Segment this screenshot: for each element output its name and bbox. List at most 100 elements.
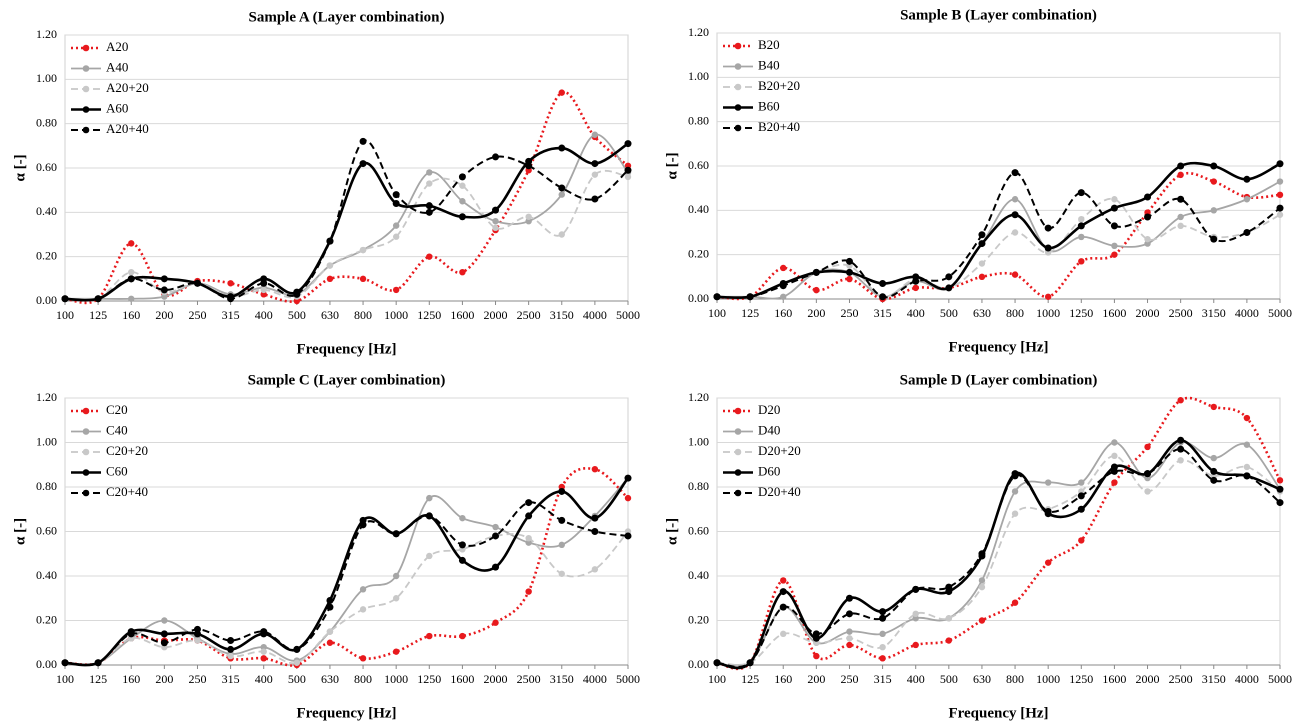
x-tick-label: 2500 [517,672,541,686]
data-point [1011,488,1019,495]
data-point [326,237,334,245]
data-point [193,279,201,287]
x-tick-label: 200 [155,308,173,322]
legend-label: B40 [758,57,780,72]
data-point [1110,467,1118,475]
data-point [912,610,919,618]
legend-marker [734,448,742,456]
data-point [978,273,986,281]
data-point [525,499,533,507]
data-point [879,644,886,651]
data-point [359,275,367,283]
data-point [1144,443,1151,451]
data-point [1077,222,1085,230]
y-tick-label: 1.00 [36,71,57,85]
data-point [558,570,565,577]
data-point [525,534,532,542]
x-tick-label: 4000 [1235,672,1259,686]
x-tick-label: 250 [840,306,858,320]
legend-label: D60 [758,463,780,478]
chart: 0.00 0.20 0.40 0.60 0.80 1.00 1.20 100 125 160 200… [12,9,640,357]
chart: 0.00 0.20 0.40 0.60 0.80 1.00 1.20 100 125 160 200… [664,7,1292,355]
data-point [160,286,168,294]
data-point [160,630,168,638]
data-point [425,208,433,216]
legend-label: A40 [106,59,128,74]
x-tick-label: 250 [840,672,858,686]
data-point [1243,196,1251,203]
x-tick-label: 500 [288,308,306,322]
data-point [1177,457,1184,464]
x-tick-label: 250 [188,672,206,686]
data-point [525,218,532,225]
legend-marker [82,428,90,435]
legend-label: C20 [106,402,128,417]
x-axis-label: Frequency [Hz] [948,705,1048,721]
x-tick-label: 3150 [550,672,574,686]
data-point [1044,293,1052,300]
y-tick-label: 0.60 [688,158,709,172]
data-point [392,648,400,655]
x-tick-label: 125 [89,308,107,322]
x-tick-label: 1000 [1036,306,1060,320]
data-point [1243,414,1251,422]
data-point [1044,244,1052,252]
x-tick-label: 125 [89,672,107,686]
data-point [1276,477,1284,484]
data-point [293,645,301,653]
data-point [392,572,400,580]
data-point [912,585,920,593]
x-axis-label: Frequency [Hz] [948,339,1048,355]
series-line [64,530,629,666]
data-point [1144,193,1152,201]
data-point [558,191,565,198]
data-point [492,532,500,540]
y-tick-label: 1.20 [36,390,57,404]
data-point [624,494,632,502]
data-point [945,284,953,292]
data-point [1144,235,1151,243]
x-tick-label: 1600 [1102,306,1126,320]
data-point [94,295,102,303]
data-point [1011,229,1019,236]
data-point [426,180,433,187]
data-point [1011,271,1019,278]
data-point [94,659,102,667]
data-point [359,655,367,662]
data-point [227,295,235,303]
legend-label: C40 [106,422,128,437]
data-point [879,279,887,287]
data-point [591,514,599,522]
data-point [293,297,301,305]
x-tick-label: 2000 [1136,306,1160,320]
data-point [492,619,499,626]
x-tick-label: 5000 [616,672,640,686]
data-point [846,635,853,642]
y-tick-label: 0.60 [36,160,57,174]
data-point [1011,211,1019,219]
data-point [260,648,267,655]
x-tick-label: 1000 [1036,672,1060,686]
y-tick-label: 0.60 [688,523,709,537]
x-axis-label: Frequency [Hz] [296,705,396,721]
legend-marker [734,428,742,435]
x-tick-label: 400 [907,672,925,686]
data-point [879,630,886,638]
data-point [779,588,787,596]
x-tick-label: 1250 [417,672,441,686]
data-point [392,595,400,602]
x-tick-label: 250 [188,308,206,322]
legend-marker [82,489,90,497]
data-point [978,577,986,584]
legend-label: B60 [758,98,780,113]
x-tick-label: 3150 [1202,306,1226,320]
data-point [1077,492,1085,500]
data-point [525,213,532,220]
data-point [359,137,367,145]
data-point [227,652,234,660]
data-point [326,639,334,646]
y-tick-label: 1.20 [36,27,57,41]
x-tick-label: 200 [155,672,173,686]
data-point [912,284,919,292]
data-point [1177,171,1184,179]
